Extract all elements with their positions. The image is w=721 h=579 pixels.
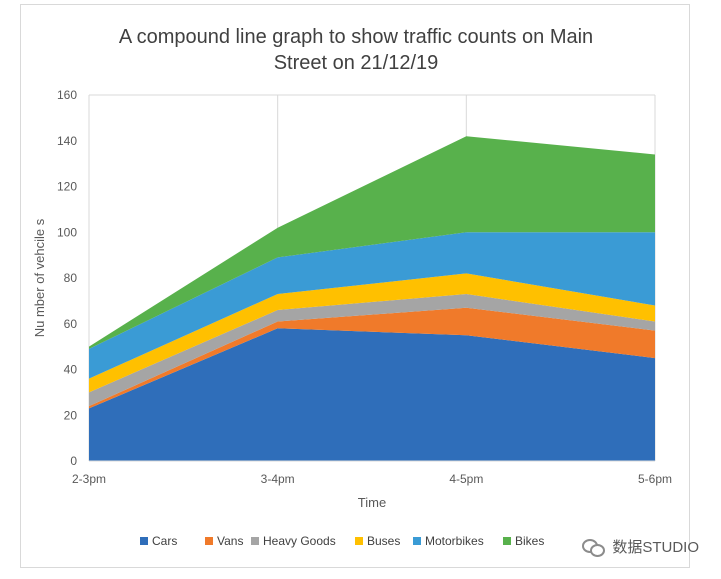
legend-swatch: [355, 537, 363, 545]
y-axis-title: Nu mber of vehcile s: [32, 218, 47, 337]
x-tick-label: 5-6pm: [638, 472, 672, 486]
area-buses: [89, 273, 655, 393]
x-tick-label: 2-3pm: [72, 472, 106, 486]
y-tick-label: 140: [57, 134, 77, 148]
watermark: 数据STUDIO: [582, 536, 699, 557]
y-tick-label: 100: [57, 225, 77, 239]
x-tick-label: 3-4pm: [261, 472, 295, 486]
legend-label: Cars: [152, 534, 177, 548]
wechat-icon: [582, 538, 606, 557]
y-tick-label: 0: [70, 454, 77, 468]
x-tick-label: 4-5pm: [449, 472, 483, 486]
legend-label: Vans: [217, 534, 243, 548]
legend-label: Buses: [367, 534, 400, 548]
chart-title: A compound line graph to show traffic co…: [119, 26, 593, 74]
chart-title-line: A compound line graph to show traffic co…: [119, 26, 593, 48]
x-axis-ticks: 2-3pm 3-4pm 4-5pm 5-6pm: [72, 472, 672, 486]
legend: Cars Vans Heavy Goods Buses Motorbikes Bikes: [140, 534, 544, 548]
area-vans: [89, 307, 655, 409]
legend-swatch: [413, 537, 421, 545]
watermark-text: 数据STUDIO: [612, 539, 699, 556]
legend-label: Heavy Goods: [263, 534, 336, 548]
y-tick-label: 20: [64, 408, 78, 422]
legend-swatch: [503, 537, 511, 545]
x-axis-title: Time: [358, 495, 386, 510]
area-bikes: [89, 136, 655, 349]
area-cars: [89, 328, 655, 461]
area-chart: A compound line graph to show traffic co…: [32, 26, 672, 548]
legend-swatch: [205, 537, 213, 545]
y-tick-label: 60: [64, 317, 78, 331]
area-motorbikes: [89, 232, 655, 379]
y-tick-label: 160: [57, 88, 77, 102]
y-tick-label: 80: [64, 271, 78, 285]
y-tick-label: 40: [64, 363, 78, 377]
y-tick-label: 120: [57, 180, 77, 194]
chart-title-line: Street on 21/12/19: [274, 52, 439, 74]
chart-frame: A compound line graph to show traffic co…: [20, 4, 690, 568]
legend-swatch: [140, 537, 148, 545]
legend-label: Motorbikes: [425, 534, 484, 548]
area-heavy-goods: [89, 294, 655, 407]
series-areas: [89, 136, 655, 462]
y-axis-ticks: 0 20 40 60 80 100 120 140 160: [57, 88, 77, 468]
legend-swatch: [251, 537, 259, 545]
legend-label: Bikes: [515, 534, 544, 548]
